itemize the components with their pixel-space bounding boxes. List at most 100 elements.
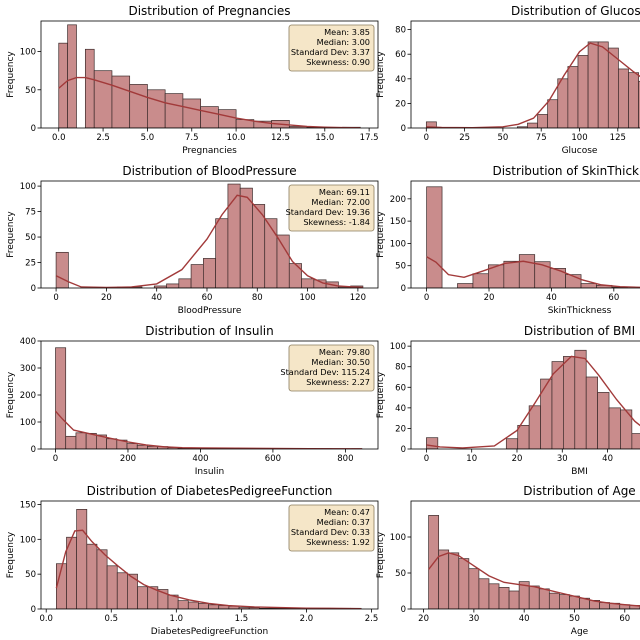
histogram-bar — [472, 273, 489, 288]
x-tick-label: 40 — [151, 293, 162, 303]
histogram-bar — [498, 587, 510, 609]
histogram-bar — [537, 114, 548, 128]
histogram-bar — [448, 552, 460, 609]
y-tick-label: 150 — [20, 500, 36, 510]
histogram-bar — [540, 378, 553, 449]
x-axis-label: Glucose — [562, 146, 598, 156]
histogram-bar — [75, 432, 87, 449]
axes-frame — [40, 180, 379, 289]
x-tick-label: 10 — [466, 454, 477, 464]
stats-line: Standard Dev: 3.37 — [291, 47, 370, 57]
histogram-bar — [631, 433, 640, 449]
axes-frame — [40, 20, 379, 129]
histogram-bar — [288, 263, 302, 288]
histogram-bar — [301, 278, 315, 288]
y-tick-label: 25 — [25, 259, 36, 269]
histogram-bar — [548, 592, 560, 609]
histogram-bar — [503, 260, 520, 288]
x-axis-label: DiabetesPedigreeFunction — [151, 627, 268, 637]
stats-line: Median: 0.37 — [317, 517, 370, 527]
y-tick-label: 300 — [20, 364, 36, 374]
axes-frame — [410, 500, 640, 610]
histogram-panel: Distribution of Pregnancies 0.0 2.5 5.0 7.5 1… — [6, 4, 379, 156]
x-axis-label: Age — [571, 627, 589, 637]
y-tick-label: 40 — [395, 404, 406, 414]
kde-curve — [55, 194, 363, 288]
histogram-bar — [187, 601, 199, 609]
x-tick-label: 200 — [120, 454, 136, 464]
y-tick-label: 20 — [395, 424, 406, 434]
histogram-bar — [147, 445, 159, 449]
histogram-bar — [505, 438, 519, 449]
x-tick-label: 30 — [468, 614, 479, 624]
histogram-bar — [93, 70, 113, 128]
histogram-bar — [508, 590, 520, 609]
y-tick-label: 50 — [395, 262, 406, 272]
x-tick-label: 20 — [418, 614, 429, 624]
histogram-bar — [559, 594, 570, 609]
axes-frame — [410, 180, 640, 289]
histogram-bar — [426, 437, 439, 449]
y-axis-label: Frequency — [6, 371, 16, 418]
histogram-bars — [58, 24, 361, 128]
kde-curve — [54, 410, 363, 449]
histogram-bar — [438, 549, 450, 609]
x-tick-label: 40 — [602, 454, 613, 464]
histogram-panel: Distribution of Age20304050607080050100A… — [376, 484, 640, 637]
histogram-bar — [569, 595, 580, 609]
stats-line: Median: 30.50 — [311, 357, 370, 367]
y-tick-label: 50 — [25, 86, 36, 96]
histogram-bar — [597, 41, 609, 128]
x-axis-label: Insulin — [195, 467, 224, 477]
histogram-bar — [136, 444, 148, 449]
x-tick-label: 0 — [424, 293, 429, 303]
histogram-bar — [458, 558, 470, 609]
histogram-bar — [178, 278, 192, 288]
histogram-bar — [208, 604, 220, 609]
x-tick-label: 0 — [53, 454, 58, 464]
histogram-bar — [198, 603, 209, 609]
histogram-bar — [527, 122, 538, 128]
x-tick-label: 15.0 — [315, 133, 334, 143]
x-tick-label: 400 — [192, 454, 208, 464]
histogram-bar — [252, 204, 266, 288]
stats-line: Skewness: 0.90 — [306, 57, 370, 67]
x-tick-label: 60 — [202, 293, 213, 303]
y-axis-label: Frequency — [376, 531, 386, 578]
histogram-bars — [56, 509, 362, 609]
x-tick-label: 600 — [265, 454, 281, 464]
x-tick-label: 7.5 — [185, 133, 199, 143]
x-tick-label: 20 — [484, 293, 495, 303]
histogram-bar — [585, 376, 598, 449]
histogram-bar — [638, 80, 640, 128]
y-tick-label: 100 — [390, 239, 406, 249]
y-tick-label: 50 — [25, 570, 36, 580]
kde-curve — [426, 42, 640, 128]
histogram-bar — [528, 405, 541, 449]
y-tick-label: 80 — [395, 26, 406, 36]
panel-title: Distribution of BloodPressure — [122, 164, 296, 178]
histogram-bar — [597, 392, 610, 449]
x-tick-label: 1.5 — [235, 614, 249, 624]
stats-line: Mean: 69.11 — [319, 187, 370, 197]
x-tick-label: 10.0 — [227, 133, 246, 143]
stats-line: Standard Dev: 0.33 — [291, 527, 370, 537]
histogram-panel: Distribution of Glucose02550751001251501… — [376, 4, 640, 156]
histogram-bar — [137, 586, 149, 609]
histogram-bar — [549, 268, 566, 288]
x-tick-label: 800 — [337, 454, 353, 464]
y-tick-label: 200 — [20, 391, 36, 401]
x-tick-label: 0 — [424, 133, 429, 143]
histogram-bar — [126, 443, 138, 449]
histogram-bar — [86, 543, 98, 609]
panel-title: Distribution of BMI — [524, 324, 635, 338]
y-axis-label: Frequency — [6, 211, 16, 258]
stats-line: Standard Dev: 19.36 — [286, 207, 370, 217]
stats-line: Mean: 79.80 — [319, 347, 370, 357]
stats-box-background — [288, 504, 375, 552]
x-tick-label: 2.0 — [300, 614, 314, 624]
histogram-bar — [55, 347, 67, 449]
y-axis-label: Frequency — [376, 211, 386, 258]
y-tick-label: 0 — [31, 124, 36, 134]
